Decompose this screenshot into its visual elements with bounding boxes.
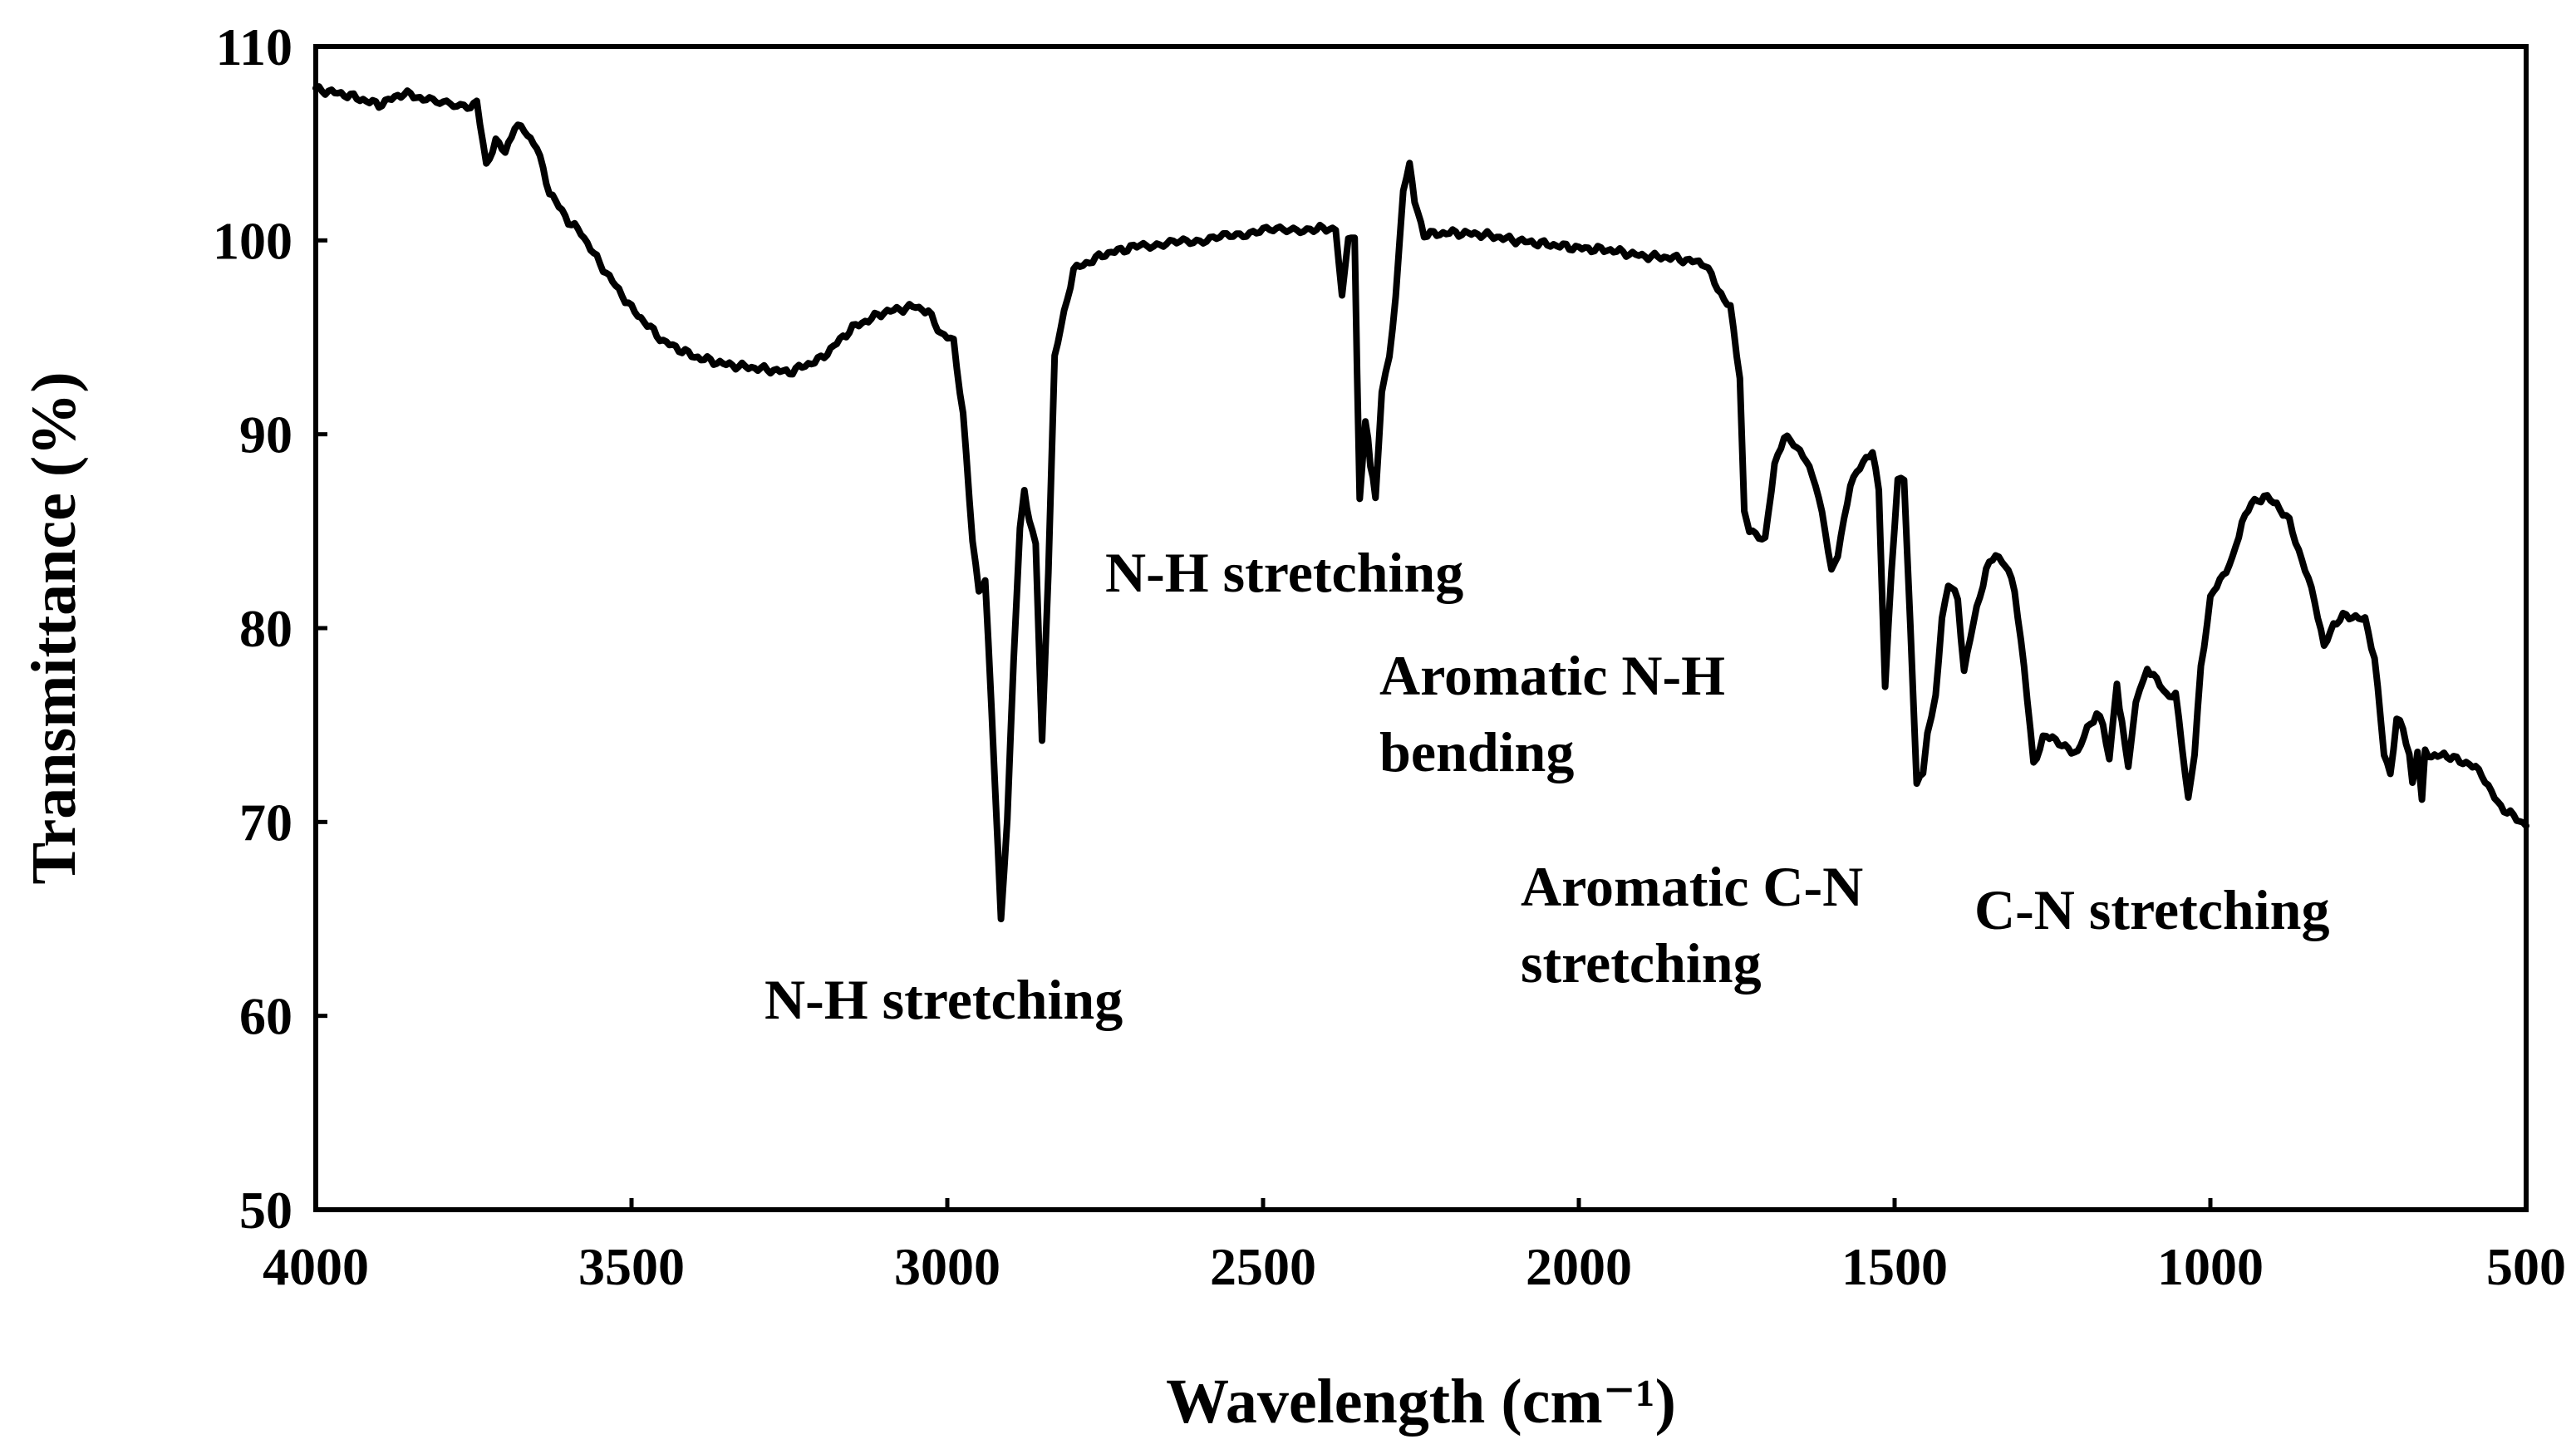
x-tick-label: 1000 — [2157, 1237, 2264, 1296]
annotation-aromatic-nh-bending-line1: Aromatic N-H — [1379, 644, 1725, 707]
axis-ticks — [313, 44, 2529, 1212]
x-tick-label: 2000 — [1526, 1237, 1632, 1296]
annotation-aromatic-cn-stretching-line2: stretching — [1521, 931, 1762, 995]
y-axis-title: Transmittance (%) — [19, 371, 89, 884]
x-tick-label: 500 — [2486, 1237, 2566, 1296]
annotation-nh-stretching-2: N-H stretching — [1105, 541, 1463, 604]
x-tick-label: 3500 — [578, 1237, 685, 1296]
x-tick-label: 4000 — [263, 1237, 369, 1296]
annotation-aromatic-cn-stretching-line1: Aromatic C-N — [1521, 855, 1863, 918]
x-tick-label: 1500 — [1841, 1237, 1948, 1296]
x-axis-tick-labels: 4000 3500 3000 2500 2000 1500 1000 500 — [263, 1237, 2566, 1296]
annotation-aromatic-nh-bending-line2: bending — [1379, 720, 1574, 783]
y-tick-label: 80 — [239, 599, 293, 658]
annotation-cn-stretching: C-N stretching — [1974, 878, 2329, 941]
spectrum-line — [312, 83, 2529, 923]
y-tick-label: 90 — [239, 405, 293, 464]
y-tick-label: 70 — [239, 793, 293, 852]
y-axis-tick-labels: 50 60 70 80 90 100 110 — [213, 17, 293, 1240]
y-tick-label: 110 — [216, 17, 293, 76]
annotation-nh-stretching-1: N-H stretching — [764, 968, 1123, 1031]
x-axis-title: Wavelength (cm⁻¹) — [1166, 1367, 1676, 1437]
y-tick-label: 100 — [213, 211, 293, 270]
x-tick-label: 2500 — [1210, 1237, 1316, 1296]
y-tick-label: 50 — [239, 1181, 293, 1240]
x-tick-label: 3000 — [894, 1237, 1000, 1296]
y-tick-label: 60 — [239, 987, 293, 1046]
